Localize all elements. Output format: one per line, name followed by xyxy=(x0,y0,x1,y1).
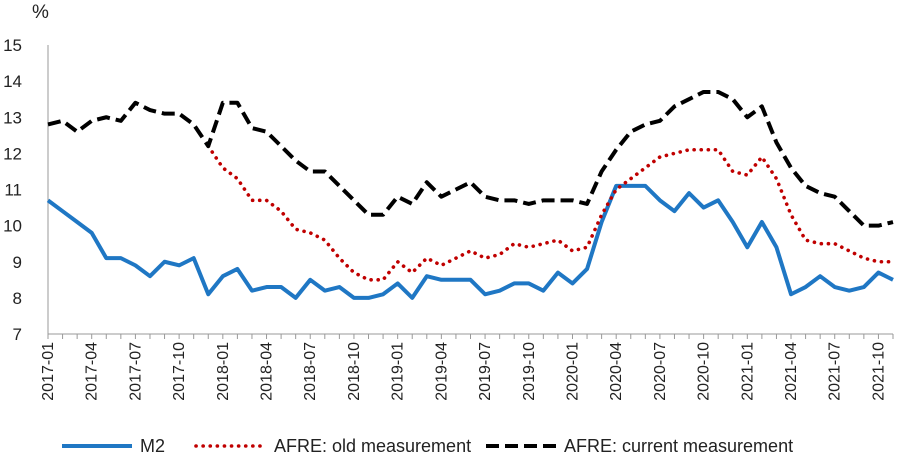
y-tick-label: 9 xyxy=(13,253,22,272)
x-tick-label: 2020-04 xyxy=(608,342,625,401)
legend-label: AFRE: current measurement xyxy=(564,436,793,456)
x-tick-label: 2021-07 xyxy=(827,342,844,401)
legend-label: M2 xyxy=(140,436,165,456)
legend: M2 AFRE: old measurement AFRE: current mea… xyxy=(62,436,793,456)
x-tick-label: 2017-10 xyxy=(171,342,188,401)
y-tick-label: 7 xyxy=(13,325,22,344)
x-tick-label: 2019-10 xyxy=(521,342,538,401)
x-tick-label: 2021-10 xyxy=(870,342,887,401)
y-tick-label: 11 xyxy=(4,181,22,200)
y-tick-label: 10 xyxy=(3,217,22,236)
y-tick-label: 8 xyxy=(13,289,22,308)
y-tick-label: 14 xyxy=(3,72,22,91)
x-tick-label: 2019-04 xyxy=(433,342,450,401)
x-tick-label: 2017-04 xyxy=(84,342,101,401)
x-tick-label: 2019-07 xyxy=(477,342,494,401)
x-tick-label: 2018-07 xyxy=(302,342,319,401)
x-tick-label: 2018-10 xyxy=(346,342,363,401)
x-tick-label: 2017-07 xyxy=(127,342,144,401)
x-tick-label: 2021-04 xyxy=(783,342,800,401)
y-unit-label: % xyxy=(32,2,49,23)
x-tick-label: 2019-01 xyxy=(390,342,407,401)
x-tick-label: 2020-07 xyxy=(652,342,669,401)
series-line-1 xyxy=(46,183,894,300)
y-axis-ticks: 7 8 9 10 11 12 13 14 15 xyxy=(3,36,22,344)
x-tick-label: 2020-01 xyxy=(564,342,581,401)
x-tick-label: 2017-01 xyxy=(40,342,57,401)
y-tick-label: 13 xyxy=(3,108,22,127)
legend-label: AFRE: old measurement xyxy=(274,436,471,456)
series-lines xyxy=(46,89,895,300)
y-tick-label: 15 xyxy=(3,36,22,55)
series-line-2 xyxy=(206,144,895,282)
x-tick-label: 2018-01 xyxy=(215,342,232,401)
y-tick-label: 12 xyxy=(3,144,22,163)
series-line-3 xyxy=(47,89,894,228)
x-tick-label: 2021-01 xyxy=(739,342,756,401)
x-tick-label: 2020-10 xyxy=(696,342,713,401)
x-tick-label: 2018-04 xyxy=(259,342,276,401)
x-axis-ticks: 2017-01 2017-04 2017-07 2017-10 2018-01 2018-… xyxy=(40,334,894,401)
